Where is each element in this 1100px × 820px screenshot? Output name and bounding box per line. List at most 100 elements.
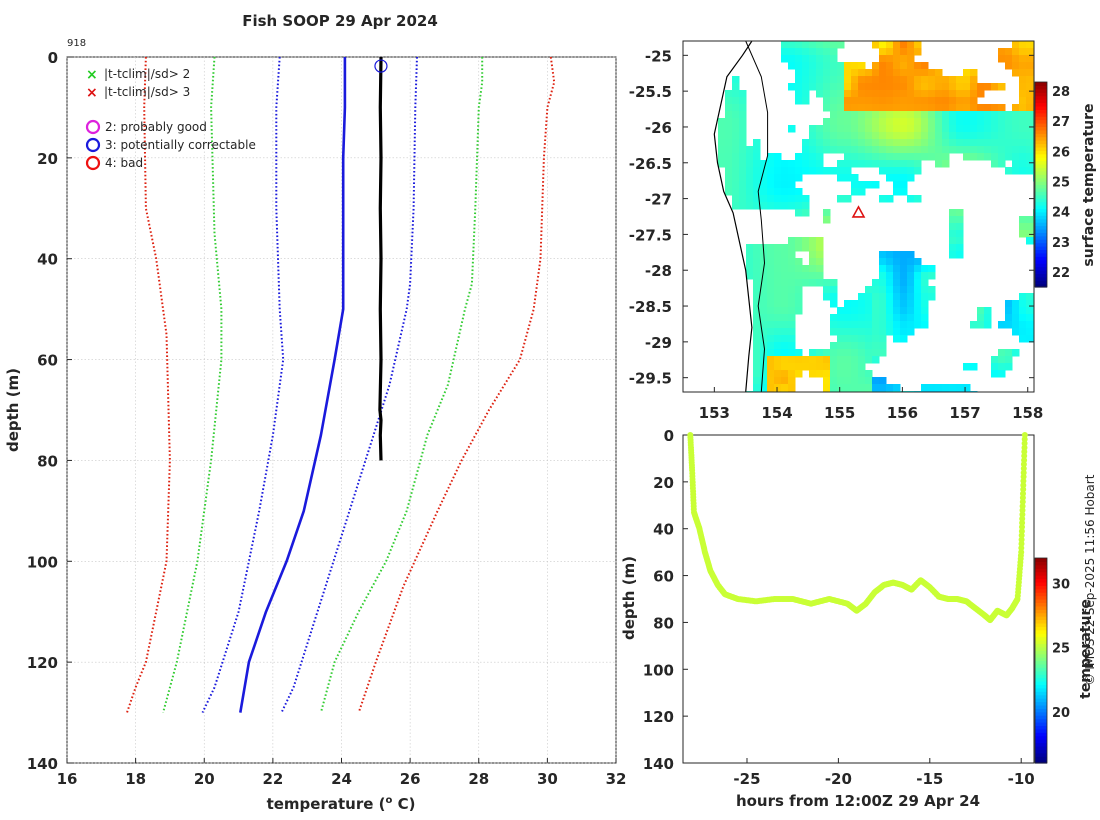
map-colorbar-segment [1035,105,1047,110]
sst-cell [865,335,873,343]
sst-cell [956,83,964,91]
map-x-tick-label: 154 [761,404,792,422]
sst-cell [823,132,831,140]
sst-cell [858,328,866,336]
sst-cell [1026,293,1034,301]
sst-cell [879,104,887,112]
sst-cell [914,118,922,126]
sst-cell [753,328,761,336]
map-colorbar-segment [1035,259,1047,264]
sst-cell [963,69,971,77]
sst-cell [739,167,747,175]
sst-cell [900,279,908,287]
sst-cell [844,167,852,175]
sst-cell [1026,83,1034,91]
map-colorbar-tick-label: 23 [1052,236,1070,251]
sst-cell [879,146,887,154]
sst-cell [788,237,796,245]
sst-cell [942,118,950,126]
sst-cell [844,370,852,378]
sst-cell [977,118,985,126]
sst-cell [816,83,824,91]
sst-cell [872,83,880,91]
sst-cell [746,146,754,154]
sst-cell [907,62,915,70]
sst-cell [809,258,817,266]
map-colorbar-segment [1035,218,1047,223]
sst-cell [921,314,929,322]
sst-cell [970,363,978,371]
sst-cell [907,153,915,161]
sst-cell [788,300,796,308]
sst-cell [865,307,873,315]
sst-cell [872,132,880,140]
sst-cell [900,251,908,259]
sst-cell [725,139,733,147]
sst-cell [865,83,873,91]
sst-cell [795,55,803,63]
sst-cell [991,160,999,168]
sst-cell [1026,132,1034,140]
sst-cell [732,195,740,203]
sst-cell [1012,314,1020,322]
depth-time-colorbar-segment [1035,622,1047,627]
map-colorbar-segment [1035,249,1047,254]
sst-cell [732,111,740,119]
sst-cell [914,307,922,315]
sst-cell [732,160,740,168]
profile-series-clim-2sd [162,56,223,713]
sst-cell [949,83,957,91]
depth-time-point [1018,536,1025,543]
sst-cell [963,90,971,98]
sst-cell [760,321,768,329]
depth-time-colorbar-segment [1035,605,1047,610]
sst-cell [1019,223,1027,231]
sst-cell [788,167,796,175]
sst-cell [795,237,803,245]
sst-cell [858,118,866,126]
map-colorbar-label: surface temperature [1081,103,1097,266]
sst-cell [865,384,873,392]
sst-cell [872,279,880,287]
sst-cell [753,139,761,147]
sst-cell [921,384,929,392]
sst-cell [886,62,894,70]
sst-cell [900,160,908,168]
sst-cell [753,384,761,392]
sst-cell [1012,125,1020,133]
sst-cell [739,195,747,203]
sst-cell [788,377,796,385]
sst-cell [795,279,803,287]
sst-cell [837,62,845,70]
sst-cell [879,41,887,49]
sst-cell [802,202,810,210]
depth-time-colorbar-segment [1035,704,1047,709]
sst-cell [739,125,747,133]
sst-cell [774,286,782,294]
sst-cell [900,97,908,105]
map-colorbar-segment [1035,129,1047,134]
depth-time-colorbar-label: temperature [1078,599,1094,699]
sst-cell [879,90,887,98]
sst-cell [886,69,894,77]
sst-cell [872,90,880,98]
sst-cell [809,41,817,49]
sst-cell [1019,76,1027,84]
sst-cell [830,48,838,56]
sst-cell [725,160,733,168]
sst-cell [774,188,782,196]
sst-cell [914,195,922,203]
sst-cell [991,125,999,133]
sst-cell [949,230,957,238]
sst-cell [774,377,782,385]
sst-cell [732,118,740,126]
sst-cell [865,111,873,119]
sst-cell [963,104,971,112]
sst-cell [753,279,761,287]
sst-cell [753,195,761,203]
sst-cell [935,146,943,154]
sst-cell [900,258,908,266]
sst-cell [830,69,838,77]
sst-cell [746,160,754,168]
